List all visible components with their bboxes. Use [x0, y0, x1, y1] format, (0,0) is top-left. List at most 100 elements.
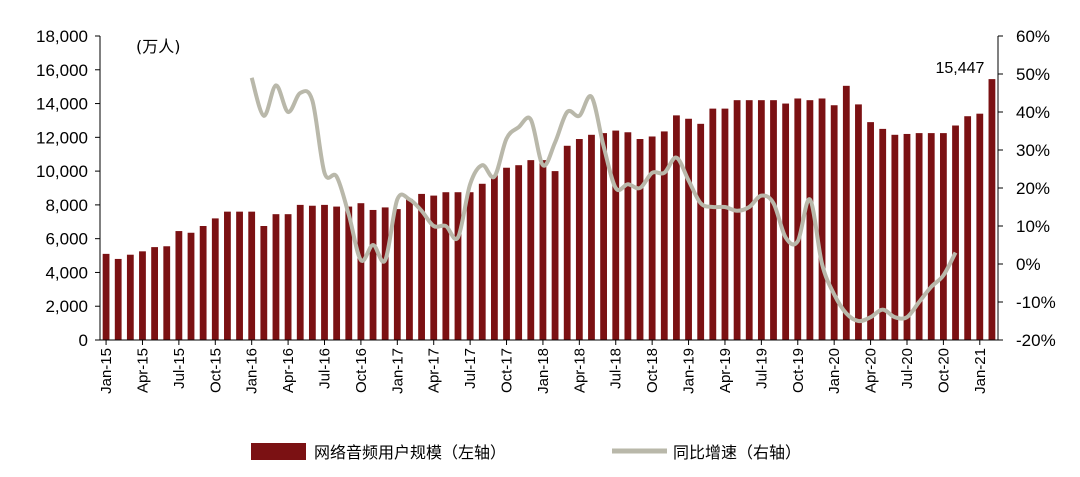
bar — [527, 160, 535, 340]
bar — [697, 123, 705, 340]
bar — [733, 100, 741, 340]
left-axis-ticks: 0 2,000 4,000 6,000 8,000 10,000 12,000 14,000 1… — [36, 27, 100, 350]
bar — [539, 160, 547, 340]
bar — [855, 104, 862, 341]
left-tick-label: 4,000 — [45, 263, 88, 282]
x-tick-label: Oct-19 — [790, 348, 807, 393]
x-tick-label: Jan-16 — [244, 348, 261, 394]
left-tick-label: 16,000 — [36, 61, 88, 80]
bar — [988, 79, 996, 340]
bar — [600, 133, 608, 340]
bar — [139, 251, 146, 340]
bar — [782, 103, 790, 340]
bar — [333, 206, 341, 340]
bar — [478, 183, 486, 340]
bar — [442, 192, 450, 340]
x-tick-label: Apr-15 — [134, 348, 151, 393]
bar — [879, 128, 887, 340]
bar — [818, 98, 826, 340]
bar — [490, 175, 498, 340]
x-tick-label: Oct-20 — [935, 348, 952, 393]
right-axis-ticks: -20% -10% 0% 10% 20% 30% 40% 50% 60% — [998, 27, 1056, 350]
right-tick-label: 30% — [1016, 141, 1050, 160]
bar — [163, 246, 171, 340]
x-tick-label: Apr-18 — [571, 348, 588, 393]
x-tick-label: Oct-17 — [499, 348, 516, 393]
x-tick-label: Jan-20 — [826, 348, 843, 394]
right-tick-label: -20% — [1016, 331, 1056, 350]
left-tick-label: 2,000 — [45, 297, 88, 316]
bar — [976, 113, 984, 340]
left-tick-label: 8,000 — [45, 196, 88, 215]
bar — [952, 125, 959, 340]
left-tick-label: 14,000 — [36, 95, 88, 114]
legend: 网络音频用户规模（左轴） 同比增速（右轴） — [251, 443, 801, 462]
bar — [369, 209, 377, 340]
bar — [357, 203, 365, 340]
bar — [685, 118, 692, 340]
bar — [660, 131, 668, 340]
unit-label: (万人) — [136, 37, 181, 56]
x-tick-label: Jul-16 — [317, 348, 334, 389]
left-tick-label: 0 — [79, 331, 88, 350]
bar — [466, 192, 474, 340]
bar — [175, 231, 183, 340]
bar — [114, 258, 122, 340]
bar — [575, 139, 583, 340]
x-tick-label: Apr-19 — [717, 348, 734, 393]
bar — [272, 214, 280, 340]
bar — [236, 211, 243, 340]
bar — [248, 211, 256, 340]
bar — [393, 209, 401, 340]
x-tick-label: Jul-19 — [753, 348, 770, 389]
bar — [927, 133, 935, 340]
bar — [381, 207, 389, 340]
x-tick-label: Jul-18 — [608, 348, 625, 389]
bar — [199, 226, 207, 340]
left-tick-label: 18,000 — [36, 27, 88, 46]
x-tick-label: Apr-16 — [280, 348, 297, 393]
bar — [794, 98, 802, 340]
bar — [418, 193, 425, 340]
x-tick-label: Oct-18 — [644, 348, 661, 393]
bar — [721, 108, 729, 340]
right-tick-label: 20% — [1016, 179, 1050, 198]
x-tick-label: Jul-17 — [462, 348, 479, 389]
bar — [830, 105, 838, 340]
x-tick-label: Jan-21 — [972, 348, 989, 394]
left-tick-label: 12,000 — [36, 128, 88, 147]
right-tick-label: 0% — [1016, 255, 1041, 274]
right-tick-label: 40% — [1016, 103, 1050, 122]
x-tick-label: Jan-17 — [389, 348, 406, 394]
bar — [515, 165, 523, 340]
right-tick-label: 10% — [1016, 217, 1050, 236]
left-tick-label: 10,000 — [36, 162, 88, 181]
bar — [321, 204, 328, 340]
bar — [770, 100, 777, 340]
bar — [284, 214, 292, 340]
bar — [588, 134, 595, 340]
bar — [964, 116, 972, 340]
bar — [551, 171, 559, 340]
x-axis-ticks: Jan-15 Apr-15 Jul-15 Oct-15 Jan-16 Apr-16 Jul-… — [98, 340, 989, 394]
bar-series — [102, 79, 996, 341]
legend-bar-swatch — [251, 443, 306, 460]
x-tick-label: Apr-17 — [426, 348, 443, 393]
bar — [612, 130, 620, 340]
bar — [296, 204, 304, 340]
bar — [903, 133, 911, 340]
data-label: 15,447 — [935, 60, 984, 77]
bar — [503, 167, 510, 340]
right-tick-label: 60% — [1016, 27, 1050, 46]
bar — [430, 195, 438, 340]
bar — [260, 226, 268, 340]
x-tick-label: Jul-15 — [171, 348, 188, 389]
bar — [709, 108, 717, 340]
right-tick-label: 50% — [1016, 65, 1050, 84]
right-tick-label: -10% — [1016, 293, 1056, 312]
bar — [915, 133, 923, 340]
x-tick-label: Jan-15 — [98, 348, 115, 394]
bar — [648, 136, 656, 340]
bar — [224, 211, 231, 340]
